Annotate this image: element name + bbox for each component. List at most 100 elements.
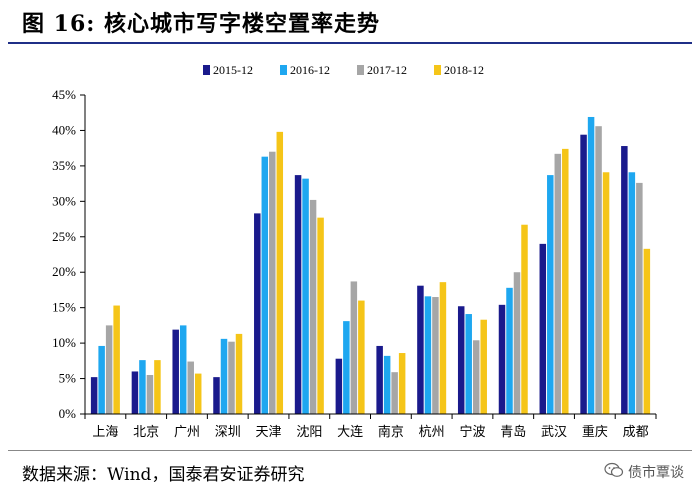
bar-沈阳-2018-12 bbox=[317, 217, 324, 414]
bar-重庆-2017-12 bbox=[595, 126, 602, 415]
bar-重庆-2016-12 bbox=[587, 116, 595, 414]
bar-成都-2015-12 bbox=[621, 146, 628, 414]
bar-广州-2018-12 bbox=[194, 373, 202, 414]
bar-成都-2017-12 bbox=[636, 182, 643, 414]
y-tick-label: 15% bbox=[52, 300, 76, 315]
bar-成都-2018-12 bbox=[643, 248, 651, 414]
bar-北京-2016-12 bbox=[139, 360, 146, 414]
bar-青岛-2018-12 bbox=[521, 224, 528, 414]
bar-成都-2016-12 bbox=[628, 172, 636, 414]
bar-杭州-2018-12 bbox=[439, 282, 447, 414]
x-tick-label: 武汉 bbox=[541, 425, 567, 440]
x-tick-label: 广州 bbox=[174, 425, 200, 440]
x-tick-label: 大连 bbox=[337, 424, 363, 440]
y-tick-label: 0% bbox=[59, 406, 77, 421]
legend-swatch-2016-12 bbox=[280, 65, 287, 75]
x-tick-label: 北京 bbox=[133, 425, 159, 440]
bar-深圳-2016-12 bbox=[220, 338, 228, 414]
bars bbox=[90, 116, 651, 415]
y-tick-label: 40% bbox=[52, 122, 76, 137]
x-tick-label: 成都 bbox=[623, 425, 649, 440]
bar-天津-2015-12 bbox=[254, 213, 261, 414]
watermark: 债市覃谈 bbox=[604, 462, 684, 482]
bar-南京-2016-12 bbox=[383, 355, 391, 414]
x-tick-label: 上海 bbox=[92, 425, 118, 440]
y-axis: 0% 5% 10% 15% 20% 25% 30% 35% 40% 45% bbox=[52, 87, 86, 421]
bar-宁波-2018-12 bbox=[480, 319, 487, 414]
bar-深圳-2017-12 bbox=[228, 341, 235, 414]
legend-label-2016-12: 2016-12 bbox=[290, 63, 330, 77]
bar-沈阳-2016-12 bbox=[302, 178, 309, 414]
y-tick-label: 45% bbox=[52, 87, 76, 102]
bar-杭州-2016-12 bbox=[424, 296, 432, 414]
legend-swatch-2015-12 bbox=[203, 65, 210, 75]
bar-天津-2018-12 bbox=[276, 131, 284, 414]
bar-武汉-2017-12 bbox=[554, 153, 562, 414]
x-tick-label: 天津 bbox=[256, 425, 282, 440]
bar-天津-2016-12 bbox=[261, 156, 269, 414]
bar-上海-2015-12 bbox=[90, 377, 98, 414]
bar-广州-2015-12 bbox=[172, 329, 179, 414]
y-tick-label: 30% bbox=[52, 193, 76, 208]
bar-chart: 2015-12 2016-12 2017-12 2018-12 0% 5% 10% 15% 2… bbox=[52, 63, 657, 440]
y-tick-label: 25% bbox=[52, 229, 76, 244]
bar-大连-2018-12 bbox=[358, 300, 365, 414]
bar-武汉-2018-12 bbox=[562, 148, 569, 414]
x-tick-label: 沈阳 bbox=[296, 425, 322, 440]
y-tick-label: 5% bbox=[59, 371, 77, 386]
bar-北京-2015-12 bbox=[131, 371, 139, 414]
legend: 2015-12 2016-12 2017-12 2018-12 bbox=[203, 63, 484, 77]
bar-南京-2015-12 bbox=[376, 345, 383, 414]
x-tick-label: 深圳 bbox=[215, 425, 241, 440]
watermark-text: 债市覃谈 bbox=[628, 465, 684, 481]
bar-广州-2016-12 bbox=[179, 325, 187, 414]
bar-深圳-2018-12 bbox=[235, 333, 243, 414]
bar-大连-2017-12 bbox=[350, 281, 358, 414]
chart-title: 图 16: 核心城市写字楼空置率走势 bbox=[22, 11, 381, 37]
bar-沈阳-2015-12 bbox=[294, 175, 302, 414]
title-divider bbox=[8, 42, 692, 44]
bar-青岛-2015-12 bbox=[498, 304, 506, 414]
bar-上海-2016-12 bbox=[98, 345, 105, 414]
bar-上海-2018-12 bbox=[113, 305, 120, 414]
bar-宁波-2017-12 bbox=[472, 340, 480, 414]
wechat-icon bbox=[604, 462, 624, 482]
bar-北京-2017-12 bbox=[146, 375, 154, 414]
y-tick-label: 20% bbox=[52, 264, 76, 279]
x-axis: 上海 北京 广州 深圳 天津 沈阳 大连 南京 杭州 宁波 青岛 武汉 重庆 成都 bbox=[84, 413, 657, 440]
bar-重庆-2015-12 bbox=[580, 134, 587, 414]
x-tick-label: 宁波 bbox=[459, 424, 485, 440]
bar-宁波-2016-12 bbox=[465, 314, 472, 414]
bar-天津-2017-12 bbox=[269, 151, 276, 414]
legend-label-2018-12: 2018-12 bbox=[444, 63, 484, 77]
x-tick-label: 青岛 bbox=[500, 424, 526, 440]
bar-青岛-2017-12 bbox=[513, 272, 521, 414]
legend-label-2017-12: 2017-12 bbox=[367, 63, 407, 77]
bar-大连-2016-12 bbox=[343, 321, 350, 414]
y-tick-label: 35% bbox=[52, 158, 76, 173]
bar-杭州-2015-12 bbox=[417, 285, 424, 414]
y-tick-label: 10% bbox=[52, 335, 76, 350]
bar-重庆-2018-12 bbox=[602, 172, 610, 414]
bar-北京-2018-12 bbox=[154, 360, 161, 414]
bar-青岛-2016-12 bbox=[506, 287, 513, 414]
bar-深圳-2015-12 bbox=[213, 377, 220, 414]
legend-swatch-2018-12 bbox=[434, 65, 441, 75]
bar-沈阳-2017-12 bbox=[309, 199, 317, 414]
source-note: 数据来源：Wind，国泰君安证券研究 bbox=[22, 465, 305, 485]
bar-武汉-2016-12 bbox=[547, 175, 554, 414]
bar-大连-2015-12 bbox=[335, 358, 343, 414]
legend-swatch-2017-12 bbox=[357, 65, 364, 75]
bar-广州-2017-12 bbox=[187, 361, 194, 414]
x-tick-label: 重庆 bbox=[582, 424, 608, 440]
bar-杭州-2017-12 bbox=[432, 297, 439, 414]
bar-宁波-2015-12 bbox=[457, 306, 465, 414]
x-tick-label: 杭州 bbox=[419, 425, 445, 440]
x-tick-label: 南京 bbox=[378, 424, 404, 440]
legend-label-2015-12: 2015-12 bbox=[213, 63, 253, 77]
source-divider bbox=[8, 450, 692, 451]
bar-上海-2017-12 bbox=[105, 325, 113, 414]
bar-武汉-2015-12 bbox=[539, 243, 547, 414]
bar-南京-2017-12 bbox=[391, 372, 398, 414]
bar-南京-2018-12 bbox=[398, 353, 406, 414]
